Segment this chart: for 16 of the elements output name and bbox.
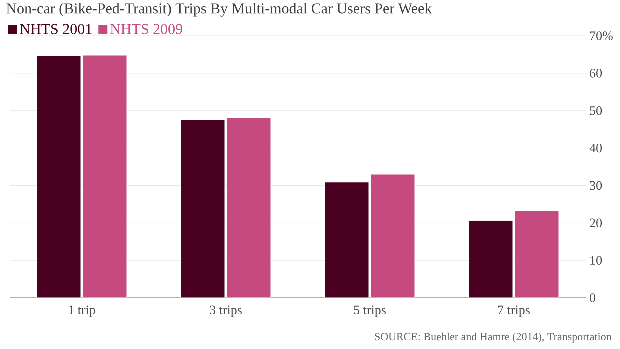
x-tick-label: 1 trip	[69, 306, 96, 318]
x-tick-label: 3 trips	[210, 306, 242, 318]
source-note: SOURCE: Buehler and Hamre (2014), Transportation	[375, 332, 612, 343]
y-tick-label: 40	[590, 144, 602, 153]
y-tick-label: 10	[590, 256, 602, 265]
y-tick-label: 70%	[590, 32, 613, 40]
chart-title: Non-car (Bike-Ped-Transit) Trips By Multi-modal Car Users Per Week	[6, 3, 432, 17]
y-tick-label: 0	[590, 294, 596, 302]
y-tick-label: 30	[590, 181, 602, 190]
y-tick-label: 50	[590, 106, 602, 116]
x-tick-label: 5 trips	[354, 306, 386, 318]
x-tick-label: 7 trips	[498, 306, 530, 318]
legend-label: NHTS 2001	[20, 24, 92, 34]
legend-label: NHTS 2009	[110, 24, 182, 34]
y-tick-label: 20	[590, 218, 602, 228]
y-tick-label: 60	[590, 69, 602, 78]
